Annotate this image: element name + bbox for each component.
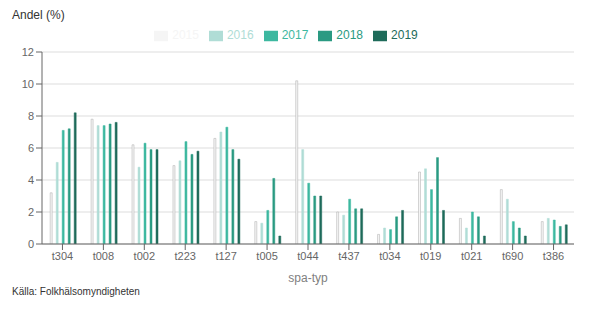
svg-text:2: 2 (28, 206, 34, 218)
html-text:Andel (%): Andel (%) (12, 8, 65, 22)
svg-text:t386: t386 (543, 250, 564, 262)
html-text:2016: 2016 (226, 28, 254, 42)
svg-text:t127: t127 (215, 250, 236, 262)
svg-text:t019: t019 (420, 250, 441, 262)
svg-text:8: 8 (28, 110, 34, 122)
html-text:2018: 2018 (336, 28, 363, 42)
svg-text:12: 12 (22, 46, 34, 58)
html-text:Källa: Folkhälsomyndigheten: Källa: Folkhälsomyndigheten (12, 286, 140, 297)
svg-text:t002: t002 (134, 250, 155, 262)
svg-text:t021: t021 (461, 250, 482, 262)
svg-text:t008: t008 (93, 250, 114, 262)
svg-text:0: 0 (28, 238, 34, 250)
svg-text:t034: t034 (379, 250, 400, 262)
svg-text:t223: t223 (175, 250, 196, 262)
html-text:2017: 2017 (281, 28, 309, 42)
svg-text:4: 4 (28, 174, 34, 186)
svg-text:t044: t044 (297, 250, 318, 262)
svg-text:t005: t005 (256, 250, 277, 262)
svg-text:10: 10 (22, 78, 34, 90)
html-text:2015: 2015 (172, 28, 199, 42)
svg-text:t690: t690 (502, 250, 523, 262)
svg-text:t304: t304 (52, 250, 73, 262)
svg-text:6: 6 (28, 142, 34, 154)
svg-text:t437: t437 (338, 250, 359, 262)
svg-text:spa-typ: spa-typ (288, 271, 328, 285)
html-text:2019: 2019 (391, 28, 418, 42)
